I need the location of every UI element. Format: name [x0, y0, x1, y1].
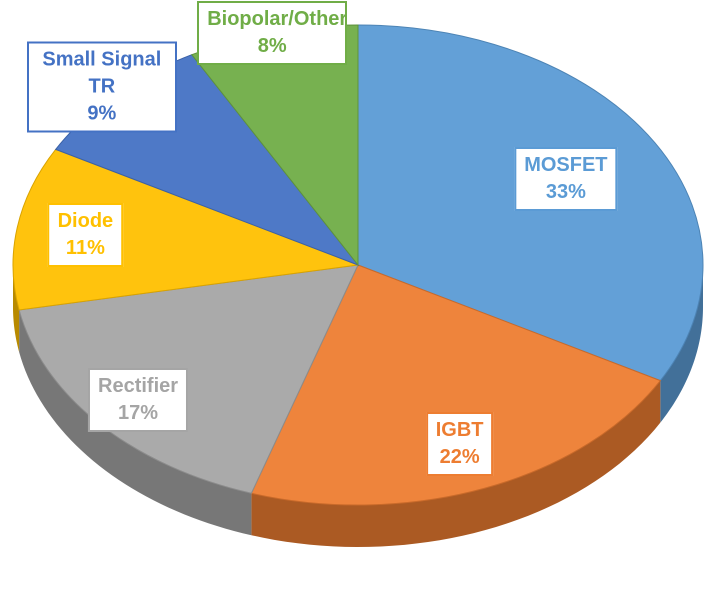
value-label: 11% [65, 236, 105, 259]
slice [12, 148, 359, 311]
category-label: Rectifier [98, 374, 179, 397]
value-label: 33% [545, 181, 586, 204]
category-label: IGBT [435, 418, 484, 441]
category-label: MOSFET [524, 154, 608, 177]
data-label: Biopolar/Other 8% [197, 0, 348, 65]
slice-side [19, 309, 252, 536]
data-label: IGBT 22% [425, 411, 494, 476]
category-label: Diode [57, 209, 114, 232]
slice [250, 264, 662, 506]
value-label: 22% [439, 445, 480, 468]
data-label: Diode 11% [47, 202, 124, 267]
data-label: Rectifier 17% [88, 367, 189, 432]
slice-side [13, 265, 20, 352]
data-label: Small Signal TR 9% [26, 41, 177, 133]
value-label: 17% [118, 401, 159, 424]
data-label: MOSFET 33% [514, 147, 618, 212]
category-label: Small Signal TR [42, 48, 162, 98]
value-label: 8% [257, 34, 287, 57]
value-label: 9% [87, 102, 117, 125]
slice-side [660, 265, 703, 423]
category-label: Biopolar/Other [207, 7, 348, 30]
